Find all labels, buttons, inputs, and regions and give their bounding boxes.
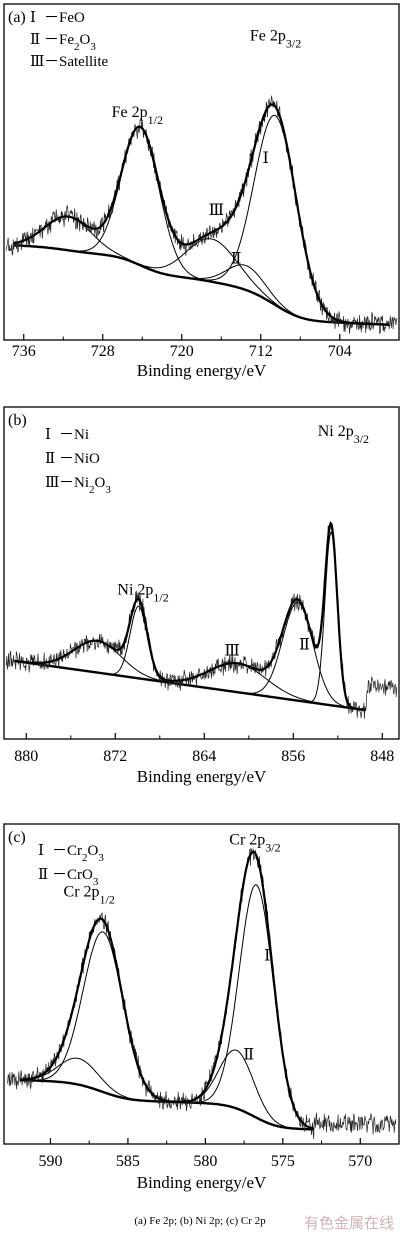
peak-annotation: Cr 2p3/2 <box>229 831 280 854</box>
legend-roman: Ⅰ <box>38 843 44 859</box>
x-tick-label: 736 <box>12 343 36 360</box>
legend-text: －Ni <box>59 427 89 443</box>
legend-text: －NiO <box>59 451 100 467</box>
peak-annotation: Ⅱ <box>243 1047 254 1064</box>
x-tick-label: 585 <box>116 1153 140 1170</box>
fitted-envelope <box>13 103 390 326</box>
peak-annotation: Ni 2p1/2 <box>117 582 168 605</box>
legend-text: －Cr2O3 <box>52 843 104 864</box>
plot-frame <box>3 406 400 740</box>
legend-roman: Ⅲ <box>45 475 59 491</box>
legend-roman: Ⅰ <box>45 427 51 443</box>
component-peak-1 <box>13 114 390 326</box>
x-tick-label: 848 <box>370 748 394 765</box>
x-tick-label: 590 <box>38 1153 62 1170</box>
peak-annotation: Ⅲ <box>224 642 239 659</box>
x-tick-label: 704 <box>328 343 352 360</box>
watermark-logo: 有色金属在线 <box>303 1214 394 1232</box>
plot-frame <box>3 3 400 341</box>
legend-item: Ⅰ －FeO <box>30 10 85 26</box>
legend-item: Ⅲ －Ni2O3 <box>45 475 111 496</box>
legend-text: －FeO <box>44 10 85 26</box>
peak-annotation: Fe 2p1/2 <box>112 104 163 127</box>
peak-annotation: Ⅱ <box>299 637 310 654</box>
legend-text: －Satellite <box>44 54 108 70</box>
xps-panel-3: 590 585 580 575 570 Binding energy/eV (c) Ⅰ －Cr2… <box>3 823 400 1192</box>
x-axis-label: Binding energy/eV <box>137 361 267 380</box>
legend-item: Ⅰ －Cr2O3 <box>38 843 104 864</box>
component-peak-5 <box>13 215 390 326</box>
legend-item: Ⅰ －Ni <box>45 427 89 443</box>
plot-frame <box>3 823 400 1145</box>
x-tick-label: 712 <box>249 343 273 360</box>
legend-roman: Ⅰ <box>30 10 36 26</box>
component-peak-2 <box>13 244 390 326</box>
peak-annotation: Cr 2p1/2 <box>64 884 115 907</box>
x-tick-label: 872 <box>103 748 127 765</box>
legend-item: Ⅱ －Fe2O3 <box>30 32 96 53</box>
component-peak-4 <box>13 127 390 326</box>
fitted-envelope <box>19 850 315 1130</box>
x-tick-label: 728 <box>91 343 115 360</box>
peak-annotation: Ni 2p3/2 <box>318 423 369 446</box>
x-tick-label: 880 <box>14 748 38 765</box>
legend-text: －CrO3 <box>52 867 99 888</box>
legend-item: Ⅱ －NiO <box>45 451 100 467</box>
panel-label: (c) <box>8 829 26 846</box>
legend-text: －Fe2O3 <box>44 32 96 53</box>
figure-caption: (a) Fe 2p; (b) Ni 2p; (c) Cr 2p <box>134 1215 266 1227</box>
legend-text: －Ni2O3 <box>59 475 111 496</box>
x-tick-label: 570 <box>348 1153 372 1170</box>
x-tick-label: 864 <box>192 748 216 765</box>
peak-annotation: Fe 2p3/2 <box>250 28 301 51</box>
legend-item: Ⅲ －Satellite <box>30 54 108 70</box>
legend-roman: Ⅱ <box>45 451 55 467</box>
legend-item: Ⅱ －CrO3 <box>38 867 99 888</box>
panel-label: (a) <box>8 9 26 26</box>
peak-annotation: Ⅲ <box>209 202 224 219</box>
fitted-envelope <box>14 521 366 712</box>
x-tick-label: 580 <box>193 1153 217 1170</box>
panel-label: (b) <box>8 412 27 429</box>
peak-annotation: Ⅰ <box>264 948 270 965</box>
raw-spectrum <box>5 94 398 335</box>
component-peak-1 <box>19 884 314 1130</box>
x-axis-label: Binding energy/eV <box>137 767 267 786</box>
x-tick-label: 720 <box>170 343 194 360</box>
x-axis-label: Binding energy/eV <box>137 1173 267 1192</box>
x-tick-label: 856 <box>281 748 305 765</box>
legend-roman: Ⅱ <box>30 32 40 48</box>
legend-roman: Ⅱ <box>38 867 48 883</box>
legend-roman: Ⅲ <box>30 54 44 70</box>
background-line <box>13 244 390 326</box>
component-peak-4 <box>19 1057 314 1130</box>
peak-annotation: Ⅰ <box>263 150 269 167</box>
peak-annotation: Ⅱ <box>231 251 242 268</box>
x-tick-label: 575 <box>271 1153 295 1170</box>
